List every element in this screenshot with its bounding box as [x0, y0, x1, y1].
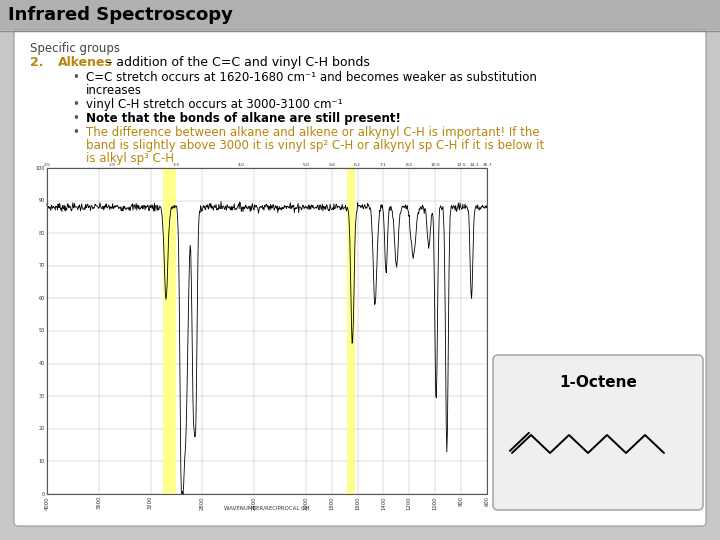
Text: •: •: [72, 98, 79, 111]
Text: 4.0: 4.0: [238, 163, 245, 167]
Text: 6.2: 6.2: [354, 163, 361, 167]
Text: WAVENUMBER/RECIPROCAL CM: WAVENUMBER/RECIPROCAL CM: [224, 506, 310, 511]
Text: 1800: 1800: [329, 496, 334, 510]
Text: 5.0: 5.0: [302, 163, 310, 167]
Text: is alkyl sp³ C-H: is alkyl sp³ C-H: [86, 152, 174, 165]
Bar: [347, 168, 355, 494]
Text: 12.5: 12.5: [456, 163, 466, 167]
Text: 3.3: 3.3: [173, 163, 180, 167]
Text: 16.7: 16.7: [482, 163, 492, 167]
Text: The difference between alkane and alkene or alkynyl C-H is important! If the: The difference between alkane and alkene…: [86, 126, 539, 139]
Text: 2.9: 2.9: [108, 163, 115, 167]
Text: 60: 60: [39, 296, 45, 301]
Text: 2.: 2.: [30, 56, 43, 69]
Text: 3600: 3600: [96, 496, 102, 509]
Text: 20: 20: [39, 426, 45, 431]
Text: 1200: 1200: [407, 496, 412, 510]
Text: Specific groups: Specific groups: [30, 42, 120, 55]
Text: •: •: [72, 71, 79, 84]
Bar: [47, 168, 487, 494]
Text: 1-Octene: 1-Octene: [559, 375, 637, 390]
Text: Infrared Spectroscopy: Infrared Spectroscopy: [8, 6, 233, 24]
Text: 40: 40: [39, 361, 45, 366]
Text: Alkenes: Alkenes: [58, 56, 113, 69]
Bar: [163, 168, 176, 494]
Text: 2400: 2400: [251, 496, 256, 510]
Text: 10.0: 10.0: [431, 163, 440, 167]
Text: 5.6: 5.6: [328, 163, 336, 167]
Text: 1000: 1000: [433, 496, 438, 510]
Text: 2.5: 2.5: [43, 163, 50, 167]
Text: 2800: 2800: [199, 496, 204, 510]
Text: 30: 30: [39, 394, 45, 399]
Text: 10: 10: [39, 459, 45, 464]
FancyBboxPatch shape: [493, 355, 703, 510]
Text: 50: 50: [39, 328, 45, 334]
Bar: [0, 0, 720, 30]
Text: – addition of the C=C and vinyl C-H bonds: – addition of the C=C and vinyl C-H bond…: [102, 56, 370, 69]
Text: 100: 100: [35, 165, 45, 171]
Text: •: •: [72, 126, 79, 139]
Text: increases: increases: [86, 84, 142, 97]
Text: 800: 800: [459, 496, 464, 506]
Text: 1600: 1600: [355, 496, 360, 510]
Text: 70: 70: [39, 264, 45, 268]
Text: 4000: 4000: [45, 496, 50, 510]
Text: Note that the bonds of alkane are still present!: Note that the bonds of alkane are still …: [86, 112, 401, 125]
Text: •: •: [72, 112, 79, 125]
FancyBboxPatch shape: [14, 30, 706, 526]
Text: 8.3: 8.3: [406, 163, 413, 167]
Bar: [47, 168, 487, 494]
Text: 80: 80: [39, 231, 45, 235]
Text: vinyl C-H stretch occurs at 3000-3100 cm⁻¹: vinyl C-H stretch occurs at 3000-3100 cm…: [86, 98, 343, 111]
Text: 90: 90: [39, 198, 45, 203]
Text: 14.3: 14.3: [469, 163, 479, 167]
Text: 2000: 2000: [303, 496, 308, 510]
Text: 600: 600: [485, 496, 490, 506]
Text: 3200: 3200: [148, 496, 153, 509]
Text: 1400: 1400: [381, 496, 386, 510]
Text: C=C stretch occurs at 1620-1680 cm⁻¹ and becomes weaker as substitution: C=C stretch occurs at 1620-1680 cm⁻¹ and…: [86, 71, 537, 84]
Text: band is slightly above 3000 it is vinyl sp² C-H or alkynyl sp C-H if it is below: band is slightly above 3000 it is vinyl …: [86, 139, 544, 152]
Text: 0: 0: [42, 491, 45, 496]
Text: 7.1: 7.1: [380, 163, 387, 167]
